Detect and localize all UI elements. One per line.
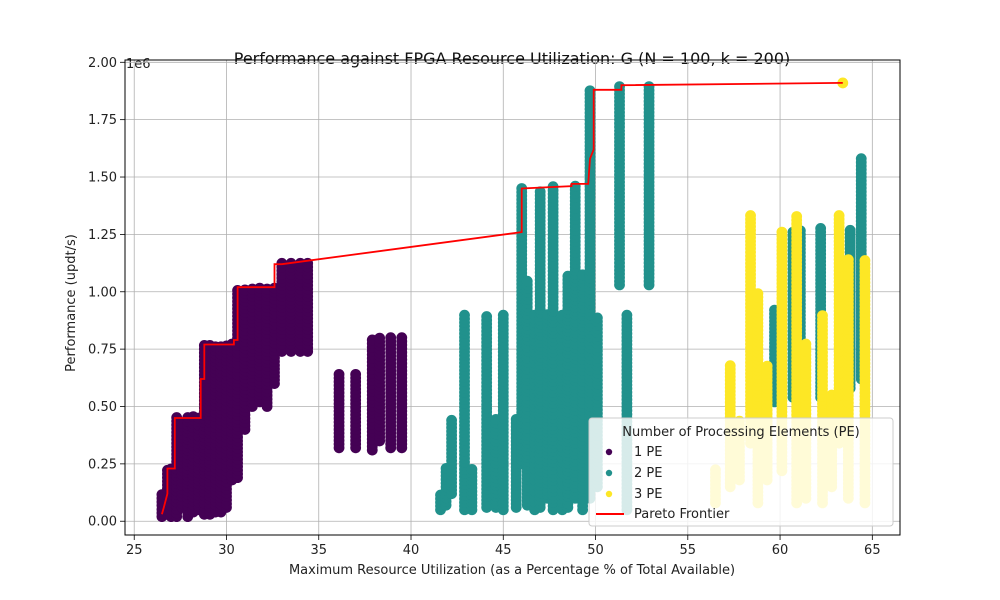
x-tick-label: 50 [587,543,604,558]
point-3pe [800,338,812,350]
x-tick-label: 45 [495,543,512,558]
legend-marker-3pe [605,490,613,498]
point-3pe [752,288,764,299]
pareto-frontier [161,82,843,515]
y-axis-label: Performance (updt/s) [64,234,79,372]
legend: Number of Processing Elements (PE) 1 PE … [588,417,894,527]
y-tick-label: 0.75 [88,343,117,358]
x-tick-label: 60 [772,543,789,558]
y-tick-label: 1.00 [88,285,117,300]
legend-entry-3pe: 3 PE [634,487,662,502]
legend-box [588,417,894,527]
point-3pe [724,360,736,372]
point-2pe [446,414,458,426]
point-1pe [396,332,408,344]
y-tick-label: 1.75 [88,113,117,128]
y-tick-label: 1.50 [88,171,117,186]
point-1pe [385,332,397,344]
point-3pe [791,211,803,222]
plot-frame [124,59,901,536]
legend-entry-pareto: Pareto Frontier [634,507,730,522]
point-3pe [842,254,854,266]
point-2pe [643,81,655,93]
legend-entry-1pe: 1 PE [634,445,662,460]
axis-ticks: 25 30 35 40 45 50 55 60 65 0.00 0.25 0.50 0.75 1.00 1.… [88,56,881,558]
point-3pe [776,226,788,238]
point-2pe [584,85,596,97]
chart-title: Performance against FPGA Resource Utiliz… [234,49,791,68]
point-3pe [745,210,756,221]
point-2pe [481,311,493,322]
point-1pe [333,368,345,380]
x-tick-label: 25 [126,543,143,558]
legend-marker-1pe [605,448,613,456]
pareto-frontier-line [161,82,843,515]
y-multiplier-label: 1e6 [126,57,151,72]
point-2pe [459,309,470,321]
y-tick-label: 0.25 [88,457,117,472]
x-tick-label: 35 [310,543,327,558]
x-axis-label: Maximum Resource Utilization (as a Perce… [289,563,735,578]
y-tick-label: 0.50 [88,400,117,415]
x-tick-label: 55 [680,543,697,558]
point-2pe [591,312,603,324]
x-tick-label: 30 [218,543,235,558]
point-1pe [350,368,362,380]
point-2pe [521,275,533,287]
point-2pe [621,309,633,321]
legend-entry-2pe: 2 PE [634,466,662,481]
point-2pe [466,463,478,475]
point-3pe [817,310,828,322]
point-2pe [855,153,867,165]
point-2pe [844,224,856,236]
point-2pe [497,309,509,321]
point-1pe [374,332,386,344]
y-tick-label: 2.00 [88,56,117,71]
data-points [156,77,871,523]
y-tick-label: 0.00 [88,515,117,530]
point-3pe [761,360,773,372]
point-3pe [833,210,845,221]
legend-marker-2pe [605,469,613,477]
y-tick-label: 1.25 [88,228,117,243]
point-3pe [859,255,871,266]
point-2pe [534,186,546,198]
point-2pe [815,223,827,234]
x-tick-label: 40 [403,543,420,558]
legend-title: Number of Processing Elements (PE) [622,425,860,440]
x-tick-label: 65 [864,543,881,558]
